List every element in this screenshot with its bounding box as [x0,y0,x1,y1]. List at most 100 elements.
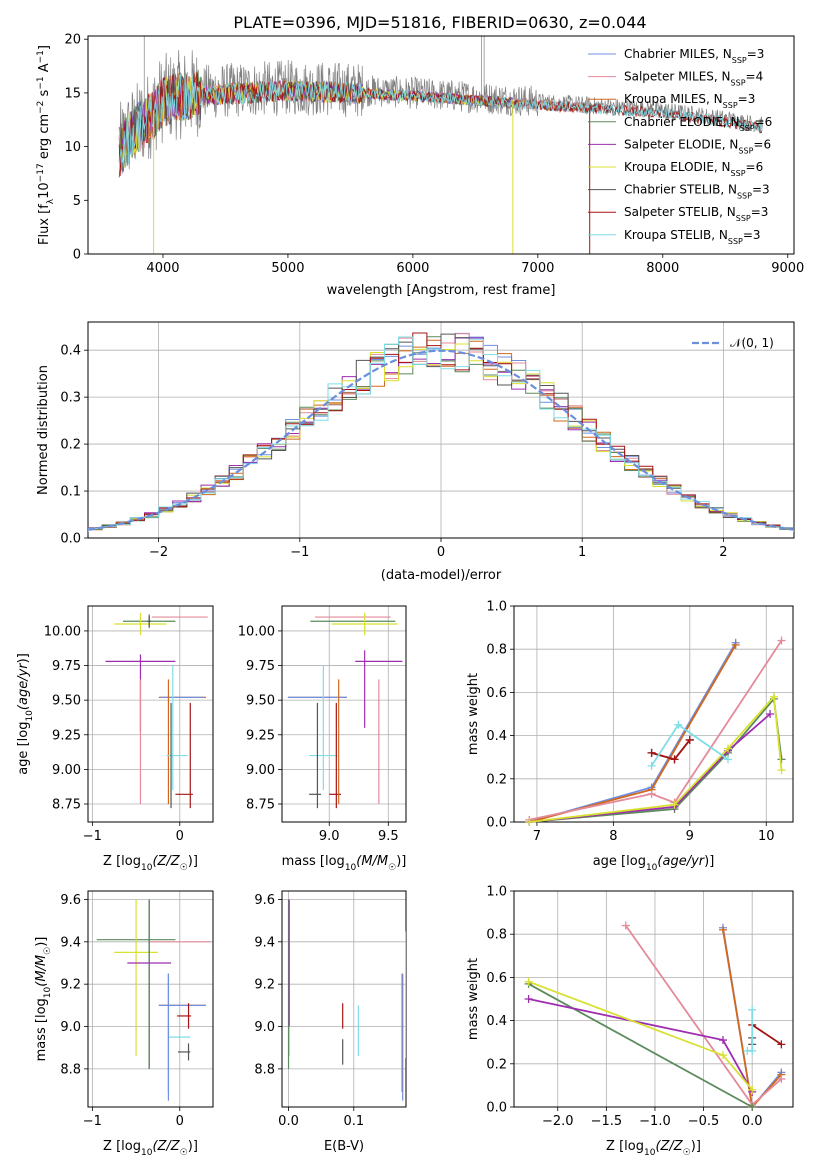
grid [282,606,406,822]
age-vs-Z-x-label: Z [log10(Z/Z☉)] [103,854,198,873]
label-part: (age/yr [16,662,31,710]
weight-point-marker [777,1040,786,1049]
y-tick-label: 8.75 [52,798,81,813]
spectrum-panel: 4000 5000 6000 7000 8000 9000 0 5 10 15 20 waveleng… [36,33,804,298]
label-part: (Z/Z [152,1139,180,1154]
weight-point-marker [769,692,778,701]
y-tick-label: 5 [73,194,81,209]
label-part: A [37,63,52,76]
label-part: )] [188,1139,198,1154]
axes-frame [281,890,407,1108]
y-tick-label: 0.4 [486,729,507,744]
y-tick-label: 9.4 [60,935,81,950]
legend-sub: SSP [732,56,747,65]
legend-sub: SSP [737,191,752,200]
errorbar-points [105,612,208,809]
label-part: )] [16,653,31,663]
label-part: (Z/Z [655,1139,683,1154]
y-tick-label: 9.4 [254,935,275,950]
axes-frame [513,890,794,1108]
x-tick-label: 4000 [146,261,179,276]
label-part: −2 [36,101,46,114]
label-part: Z [log [103,1139,141,1154]
legend-sub: SSP [736,214,751,223]
y-tick-label: 9.2 [254,978,275,993]
legend-value: =3 [738,92,756,106]
spectrum-x-label: wavelength [Angstrom, rest frame] [327,283,556,298]
y-tick-label: 10.00 [44,624,81,639]
x-tick-label: −2 [149,545,168,560]
legend-entry: Chabrier MILES, NSSP=3 [624,47,764,65]
x-tick-label: 9.0 [319,829,340,844]
label-part: −1 [36,50,46,63]
label-part: 10 [37,182,52,199]
label-part: )] [34,937,49,947]
legend-entry: Chabrier STELIB, NSSP=3 [624,183,770,201]
y-tick-label: 0.4 [60,344,81,359]
y-tick-label: 9.00 [52,763,81,778]
legend-sub: SSP [740,123,755,132]
label-part: ☉ [683,1148,691,1158]
spectrum-lines [118,36,763,254]
x-tick-label: 2 [719,545,727,560]
label-part: 10 [646,863,658,873]
legend-entry: Kroupa STELIB, NSSP=3 [624,228,761,246]
y-tick-label: 9.0 [60,1020,81,1035]
x-tick-label: 9.5 [378,829,399,844]
y-tick-label: 0.0 [486,816,507,831]
label-part: −17 [36,163,46,182]
errorbar-points [287,612,403,809]
legend-text: Salpeter STELIB, N [624,205,736,219]
mass-vs-Z-x-label: Z [log10(Z/Z☉)] [103,1139,198,1158]
label-part: 10 [43,986,53,998]
axes-frame [87,321,795,539]
x-tick-label: 0.1 [343,1114,364,1129]
label-part: age [log [593,854,646,869]
y-tick-label: 10.00 [238,624,275,639]
weight-series-line [529,713,771,823]
y-tick-label: 0.2 [60,438,81,453]
label-part: (M/M [356,854,388,869]
label-part: erg cm [37,114,52,163]
legend-entry: Chabrier ELODIE, NSSP=6 [624,115,772,133]
weight-point-marker [524,995,533,1003]
weight-point-marker [647,761,656,770]
weight-point-marker [748,1005,757,1014]
y-tick-label: 0.0 [60,532,81,547]
weight-point-marker [719,925,728,934]
x-tick-label: −1 [290,545,309,560]
x-tick-label: −1.0 [639,1114,671,1129]
age-vs-mass-x-label: mass [log10(M/M☉)] [282,854,407,873]
histogram-x-label: (data-model)/error [381,568,502,583]
y-tick-label: 0.3 [60,391,81,406]
x-tick-label: −1 [83,1114,102,1129]
label-part: λ [46,198,56,204]
histogram-steps [88,332,794,532]
x-tick-label: −2.0 [542,1114,574,1129]
mass-vs-Z-y-label: mass [log10(M/M☉)] [34,937,53,1062]
x-tick-label: 0 [176,1114,184,1129]
label-part: (age/yr [657,854,705,869]
legend-text: Chabrier ELODIE, N [624,115,740,129]
histogram-y-label: Normed distribution [36,365,51,495]
residual-histogram-step [88,336,794,532]
x-tick-label: 1 [578,545,586,560]
label-part: 10 [644,1148,656,1158]
y-tick-label: 0.8 [486,928,507,943]
weight-vs-age-x-label: age [log10(age/yr)] [593,854,715,873]
legend-sub: SSP [723,101,738,110]
y-tick-label: 9.6 [60,893,81,908]
weight-point-marker [525,818,534,826]
grid [88,606,213,822]
y-tick-label: 0.4 [486,1014,507,1029]
legend-value: =3 [751,205,769,219]
legend-text: Chabrier STELIB, N [624,183,737,197]
y-tick-label: 0.2 [486,1057,507,1072]
weight-point-marker [647,748,656,757]
grid [88,891,213,1107]
legend-sub: SSP [728,236,743,245]
label-part: 10 [25,710,35,722]
label-part: age [log [16,722,31,775]
weight-series-line [528,980,753,1091]
